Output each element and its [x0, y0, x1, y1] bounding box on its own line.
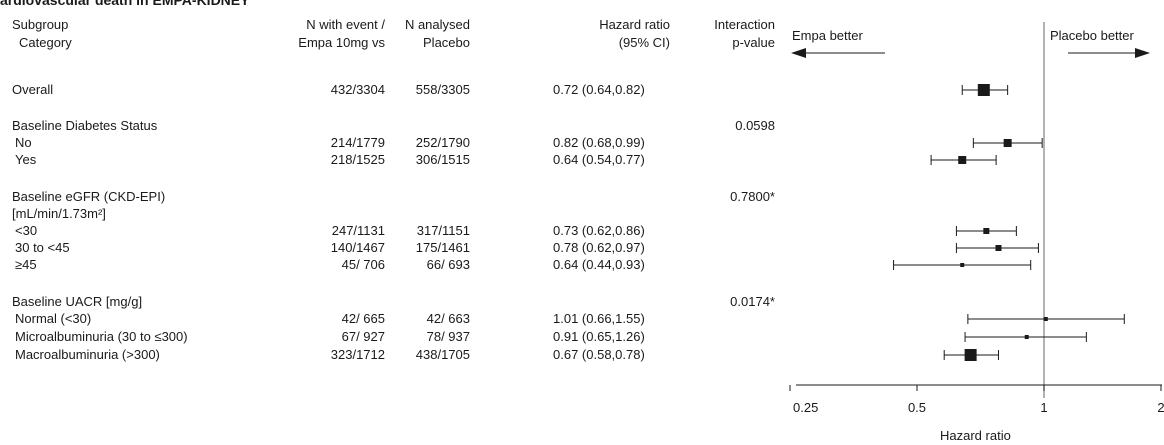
- empa-events: 140/1467: [330, 240, 385, 255]
- interaction-p-value: 0.0174*: [730, 294, 775, 309]
- hr-point-marker: [995, 245, 1002, 251]
- header-pint-line2: p-value: [732, 35, 775, 50]
- row-label: Baseline eGFR (CKD-EPI): [12, 189, 166, 204]
- hr-point-marker: [958, 156, 967, 164]
- row-label: Microalbuminuria (30 to ≤300): [15, 329, 188, 344]
- chart-title: ardiovascular death in EMPA-KIDNEY: [0, 0, 250, 8]
- row-label: Yes: [15, 152, 37, 167]
- interaction-p-value: 0.0598: [735, 118, 775, 133]
- placebo-events: 558/3305: [415, 82, 470, 97]
- placebo-events: 175/1461: [415, 240, 470, 255]
- empa-better-arrowhead: [791, 48, 806, 58]
- hazard-ratio-ci: 0.82 (0.68,0.99): [553, 135, 645, 150]
- empa-events: 247/1131: [331, 223, 385, 238]
- placebo-better-label: Placebo better: [1050, 28, 1134, 43]
- hazard-ratio-ci: 0.64 (0.54,0.77): [553, 152, 645, 167]
- hazard-ratio-ci: 0.91 (0.65,1.26): [553, 329, 645, 344]
- placebo-events: 317/1151: [416, 223, 470, 238]
- row-label: 30 to <45: [15, 240, 70, 255]
- empa-events: 45/ 706: [341, 257, 385, 272]
- header-placebo-line2: Placebo: [423, 35, 470, 50]
- row-label: Normal (<30): [15, 311, 92, 326]
- empa-events: 42/ 665: [341, 311, 385, 326]
- hazard-ratio-ci: 0.73 (0.62,0.86): [553, 223, 645, 238]
- row-label: ≥45: [15, 257, 37, 272]
- empa-better-label: Empa better: [792, 28, 863, 43]
- placebo-events: 78/ 937: [426, 329, 470, 344]
- x-tick-label: 0.25: [793, 400, 818, 415]
- x-axis-label: Hazard ratio: [940, 428, 1011, 443]
- hazard-ratio-ci: 0.72 (0.64,0.82): [553, 82, 645, 97]
- hr-point-marker: [1043, 317, 1048, 321]
- row-label: Macroalbuminuria (>300): [15, 347, 160, 362]
- x-tick-label: 1: [1040, 400, 1047, 415]
- x-tick-label: 2: [1157, 400, 1164, 415]
- placebo-events: 252/1790: [415, 135, 470, 150]
- hr-point-marker: [1024, 335, 1029, 339]
- hr-point-marker: [960, 263, 965, 267]
- placebo-events: 66/ 693: [426, 257, 470, 272]
- row-label: [mL/min/1.73m²]: [12, 206, 106, 221]
- header-placebo-line1: N analysed: [404, 17, 470, 32]
- row-label: No: [15, 135, 32, 150]
- hazard-ratio-ci: 0.67 (0.58,0.78): [553, 347, 645, 362]
- row-label: Overall: [12, 82, 54, 97]
- empa-events: 432/3304: [330, 82, 385, 97]
- interaction-p-value: 0.7800*: [730, 189, 775, 204]
- row-label: Baseline Diabetes Status: [12, 118, 158, 133]
- row-label: <30: [15, 223, 38, 238]
- header-pint-line1: Interaction: [714, 17, 775, 32]
- hazard-ratio-ci: 0.64 (0.44,0.93): [553, 257, 645, 272]
- placebo-events: 306/1515: [415, 152, 470, 167]
- empa-events: 214/1779: [330, 135, 385, 150]
- hr-point-marker: [983, 228, 990, 234]
- header-hr-line1: Hazard ratio: [599, 17, 670, 32]
- placebo-events: 42/ 663: [426, 311, 470, 326]
- hazard-ratio-ci: 1.01 (0.66,1.55): [553, 311, 645, 326]
- row-label: Baseline UACR [mg/g]: [12, 294, 143, 309]
- hr-point-marker: [977, 84, 990, 96]
- hr-point-marker: [1003, 139, 1012, 147]
- empa-events: 323/1712: [330, 347, 385, 362]
- placebo-better-arrowhead: [1135, 48, 1150, 58]
- header-hr-line2: (95% CI): [618, 35, 670, 50]
- empa-events: 67/ 927: [341, 329, 385, 344]
- x-tick-label: 0.5: [908, 400, 926, 415]
- hazard-ratio-ci: 0.78 (0.62,0.97): [553, 240, 645, 255]
- header-empa-line1: N with event /: [306, 17, 385, 32]
- empa-events: 218/1525: [330, 152, 385, 167]
- header-subgroup: Subgroup: [12, 17, 69, 32]
- header-empa-line2: Empa 10mg vs: [298, 35, 385, 50]
- placebo-events: 438/1705: [415, 347, 470, 362]
- header-category: Category: [19, 35, 72, 50]
- hr-point-marker: [964, 349, 977, 361]
